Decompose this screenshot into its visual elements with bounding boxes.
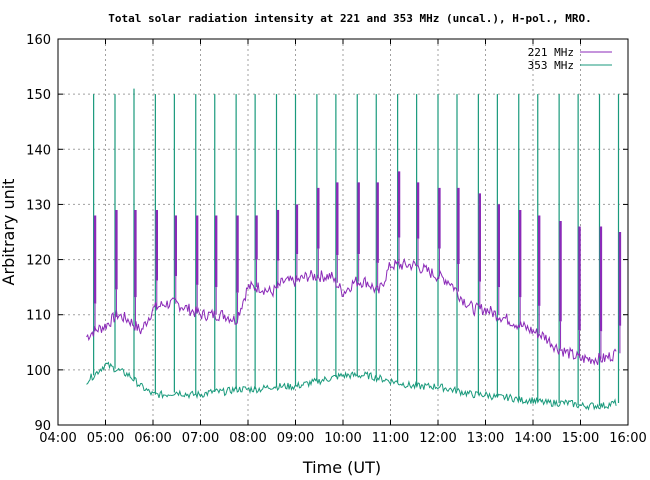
legend-label: 221 MHz (528, 46, 574, 59)
y-tick-label: 90 (34, 419, 51, 434)
x-tick-label: 09:00 (277, 431, 314, 446)
series-line-221mhz (86, 257, 617, 366)
x-tick-label: 12:00 (419, 431, 456, 446)
y-tick-label: 140 (26, 143, 51, 158)
x-tick-label: 08:00 (229, 431, 266, 446)
y-tick-label: 150 (26, 88, 51, 103)
calibration-spikes (93, 88, 622, 406)
plot-frame (57, 38, 629, 426)
x-tick-label: 11:00 (372, 431, 409, 446)
y-tick-label: 110 (26, 309, 51, 324)
x-tick-label: 14:00 (514, 431, 551, 446)
x-axis-label: Time (UT) (302, 458, 381, 477)
chart-title: Total solar radiation intensity at 221 a… (108, 12, 591, 25)
x-tick-label: 05:00 (87, 431, 124, 446)
x-tick-label: 06:00 (134, 431, 171, 446)
legend-label: 353 MHz (528, 59, 574, 72)
y-tick-label: 130 (26, 198, 51, 213)
x-tick-label: 16:00 (609, 431, 646, 446)
x-tick-label: 15:00 (562, 431, 599, 446)
y-tick-label: 160 (26, 33, 51, 48)
x-tick-label: 04:00 (39, 431, 76, 446)
y-tick-label: 120 (26, 254, 51, 269)
series-layer (86, 257, 617, 411)
x-tick-label: 10:00 (324, 431, 361, 446)
series-line-353mhz (86, 361, 617, 411)
grid-layer (57, 38, 629, 426)
x-tick-label: 07:00 (182, 431, 219, 446)
x-tick-label: 13:00 (467, 431, 504, 446)
y-axis-label: Arbitrary unit (0, 179, 18, 286)
x-tick-labels: 04:00 05:00 06:00 07:00 08:00 09:00 10:00 11:00… (39, 431, 646, 446)
y-tick-label: 100 (26, 364, 51, 379)
y-tick-labels: 90 100 110 120 130 140 150 160 (26, 33, 51, 434)
